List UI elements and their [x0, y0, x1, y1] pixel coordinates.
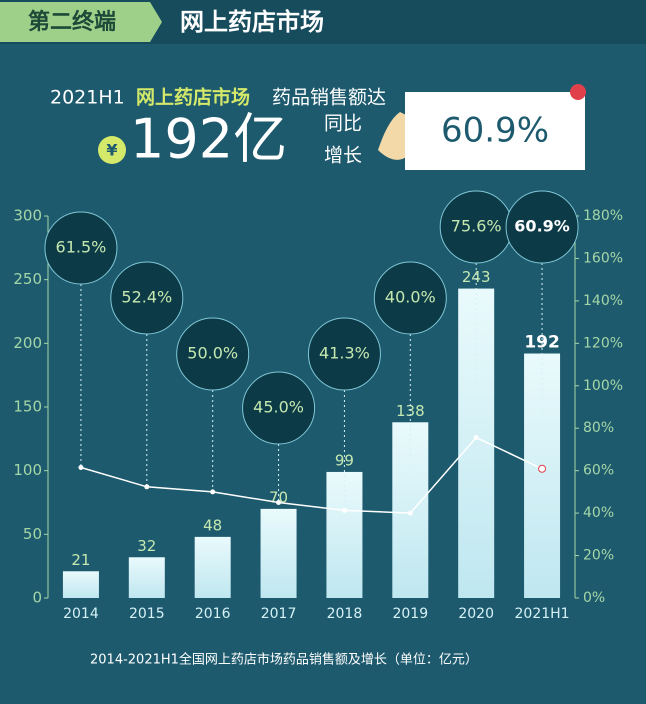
bar-value-label: 21 [71, 551, 90, 569]
growth-bubble [242, 371, 316, 445]
y2-tick-label: 120% [583, 335, 623, 351]
y-tick-label: 50 [23, 525, 42, 543]
bar [260, 508, 297, 598]
headline-amount: 192亿 [130, 108, 287, 171]
growth-point [276, 500, 282, 505]
bar [62, 571, 99, 598]
bar [524, 353, 561, 598]
bar [194, 536, 231, 598]
x-tick-label: 2016 [195, 606, 231, 622]
y-tick-label: 200 [13, 334, 42, 352]
growth-point [78, 464, 84, 470]
bar-value-label: 48 [203, 516, 222, 534]
currency-badge [98, 136, 126, 164]
growth-line [80, 436, 543, 514]
y2-tick-label: 0% [583, 590, 605, 606]
growth-bubble [44, 211, 118, 285]
y2-tick-label: 60% [583, 463, 614, 479]
y-tick-label: 100 [13, 461, 42, 479]
headline-text: 药品销售额达 [272, 87, 386, 109]
growth-point [144, 484, 150, 490]
growth-point [341, 507, 347, 513]
tag: 第二终端 [28, 9, 116, 35]
growth-point [473, 435, 479, 441]
banner-title: 网上药店市场 [180, 8, 324, 36]
headline-market: 网上药店市场 [136, 86, 250, 109]
y2-tick-label: 160% [583, 250, 623, 266]
y-tick-label: 0 [32, 589, 42, 607]
bar-value-label: 192 [524, 333, 560, 353]
x-tick-label: 2014 [63, 606, 99, 622]
growth-label: 61.5% [56, 238, 107, 257]
x-tick-label: 2020 [458, 606, 494, 622]
headline-growth: 60.9% [441, 111, 549, 151]
growth-label: 40.0% [385, 288, 436, 307]
growth-label: 41.3% [319, 344, 370, 363]
growth-point [407, 510, 413, 516]
y-tick-label: 300 [13, 207, 42, 225]
growth-word-2: 增长 [324, 145, 362, 167]
growth-bubble [110, 261, 184, 335]
hand-icon [378, 112, 408, 160]
growth-word-1: 同比 [324, 113, 362, 135]
y2-tick-label: 180% [583, 208, 623, 224]
ribbon-badge [570, 84, 586, 100]
growth-label: 45.0% [253, 398, 304, 417]
growth-bubble [373, 261, 447, 335]
y-tick-label: 250 [13, 270, 42, 288]
y-tick-label: 150 [13, 398, 42, 416]
growth-bubble [505, 190, 579, 264]
y2-tick-label: 20% [583, 548, 614, 564]
growth-label: 52.4% [121, 288, 172, 307]
bar-value-label: 243 [462, 268, 491, 286]
y2-tick-label: 80% [583, 420, 614, 436]
growth-bubble [176, 317, 250, 391]
headline-year: 2021H1 [50, 87, 125, 109]
tag-bg [0, 2, 162, 42]
growth-label: 60.9% [514, 217, 570, 236]
x-tick-label: 2019 [392, 606, 428, 622]
y2-tick-label: 40% [583, 505, 614, 521]
bar [128, 557, 165, 598]
growth-label: 50.0% [187, 344, 238, 363]
x-tick-label: 2018 [327, 606, 363, 622]
currency: ¥ [106, 141, 117, 160]
growth-card [405, 92, 585, 170]
x-tick-label: 2015 [129, 606, 165, 622]
bar-value-label: 32 [137, 537, 156, 555]
caption: 2014-2021H1全国网上药店市场药品销售额及增长（单位：亿元） [90, 652, 478, 668]
y2-tick-label: 100% [583, 378, 623, 394]
growth-label: 75.6% [451, 217, 502, 236]
x-tick-label: 2017 [261, 606, 297, 622]
growth-bubble [307, 317, 381, 391]
bar [326, 471, 363, 598]
growth-point [210, 489, 216, 495]
growth-point [538, 464, 547, 473]
x-tick-label: 2021H1 [515, 606, 570, 622]
y2-tick-label: 140% [583, 293, 623, 309]
